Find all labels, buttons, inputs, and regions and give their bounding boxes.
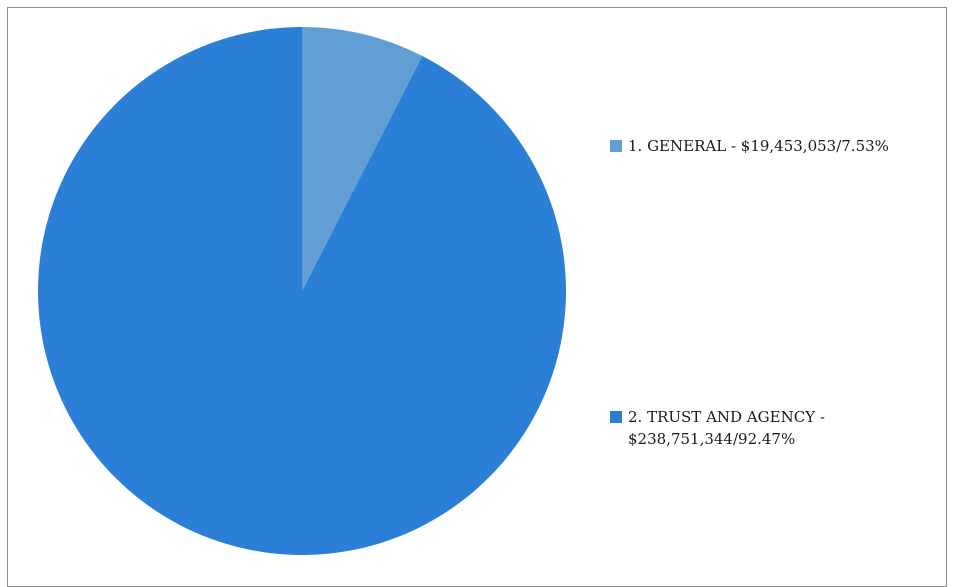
legend-swatch-trust-and-agency xyxy=(610,411,622,423)
legend-item-general[interactable]: 1. GENERAL - $19,453,053/7.53% xyxy=(610,135,950,157)
legend: 1. GENERAL - $19,453,053/7.53% 2. TRUST … xyxy=(610,135,950,450)
pie-slices xyxy=(38,27,566,555)
legend-label-trust-and-agency: 2. TRUST AND AGENCY - $238,751,344/92.47… xyxy=(628,408,825,448)
pie-slice-general[interactable] xyxy=(302,27,423,291)
legend-item-trust-and-agency[interactable]: 2. TRUST AND AGENCY - $238,751,344/92.47… xyxy=(610,406,950,450)
legend-label-general: 1. GENERAL - $19,453,053/7.53% xyxy=(628,137,889,155)
pie-slice-trust-and-agency[interactable] xyxy=(38,27,566,555)
legend-swatch-general xyxy=(610,140,622,152)
